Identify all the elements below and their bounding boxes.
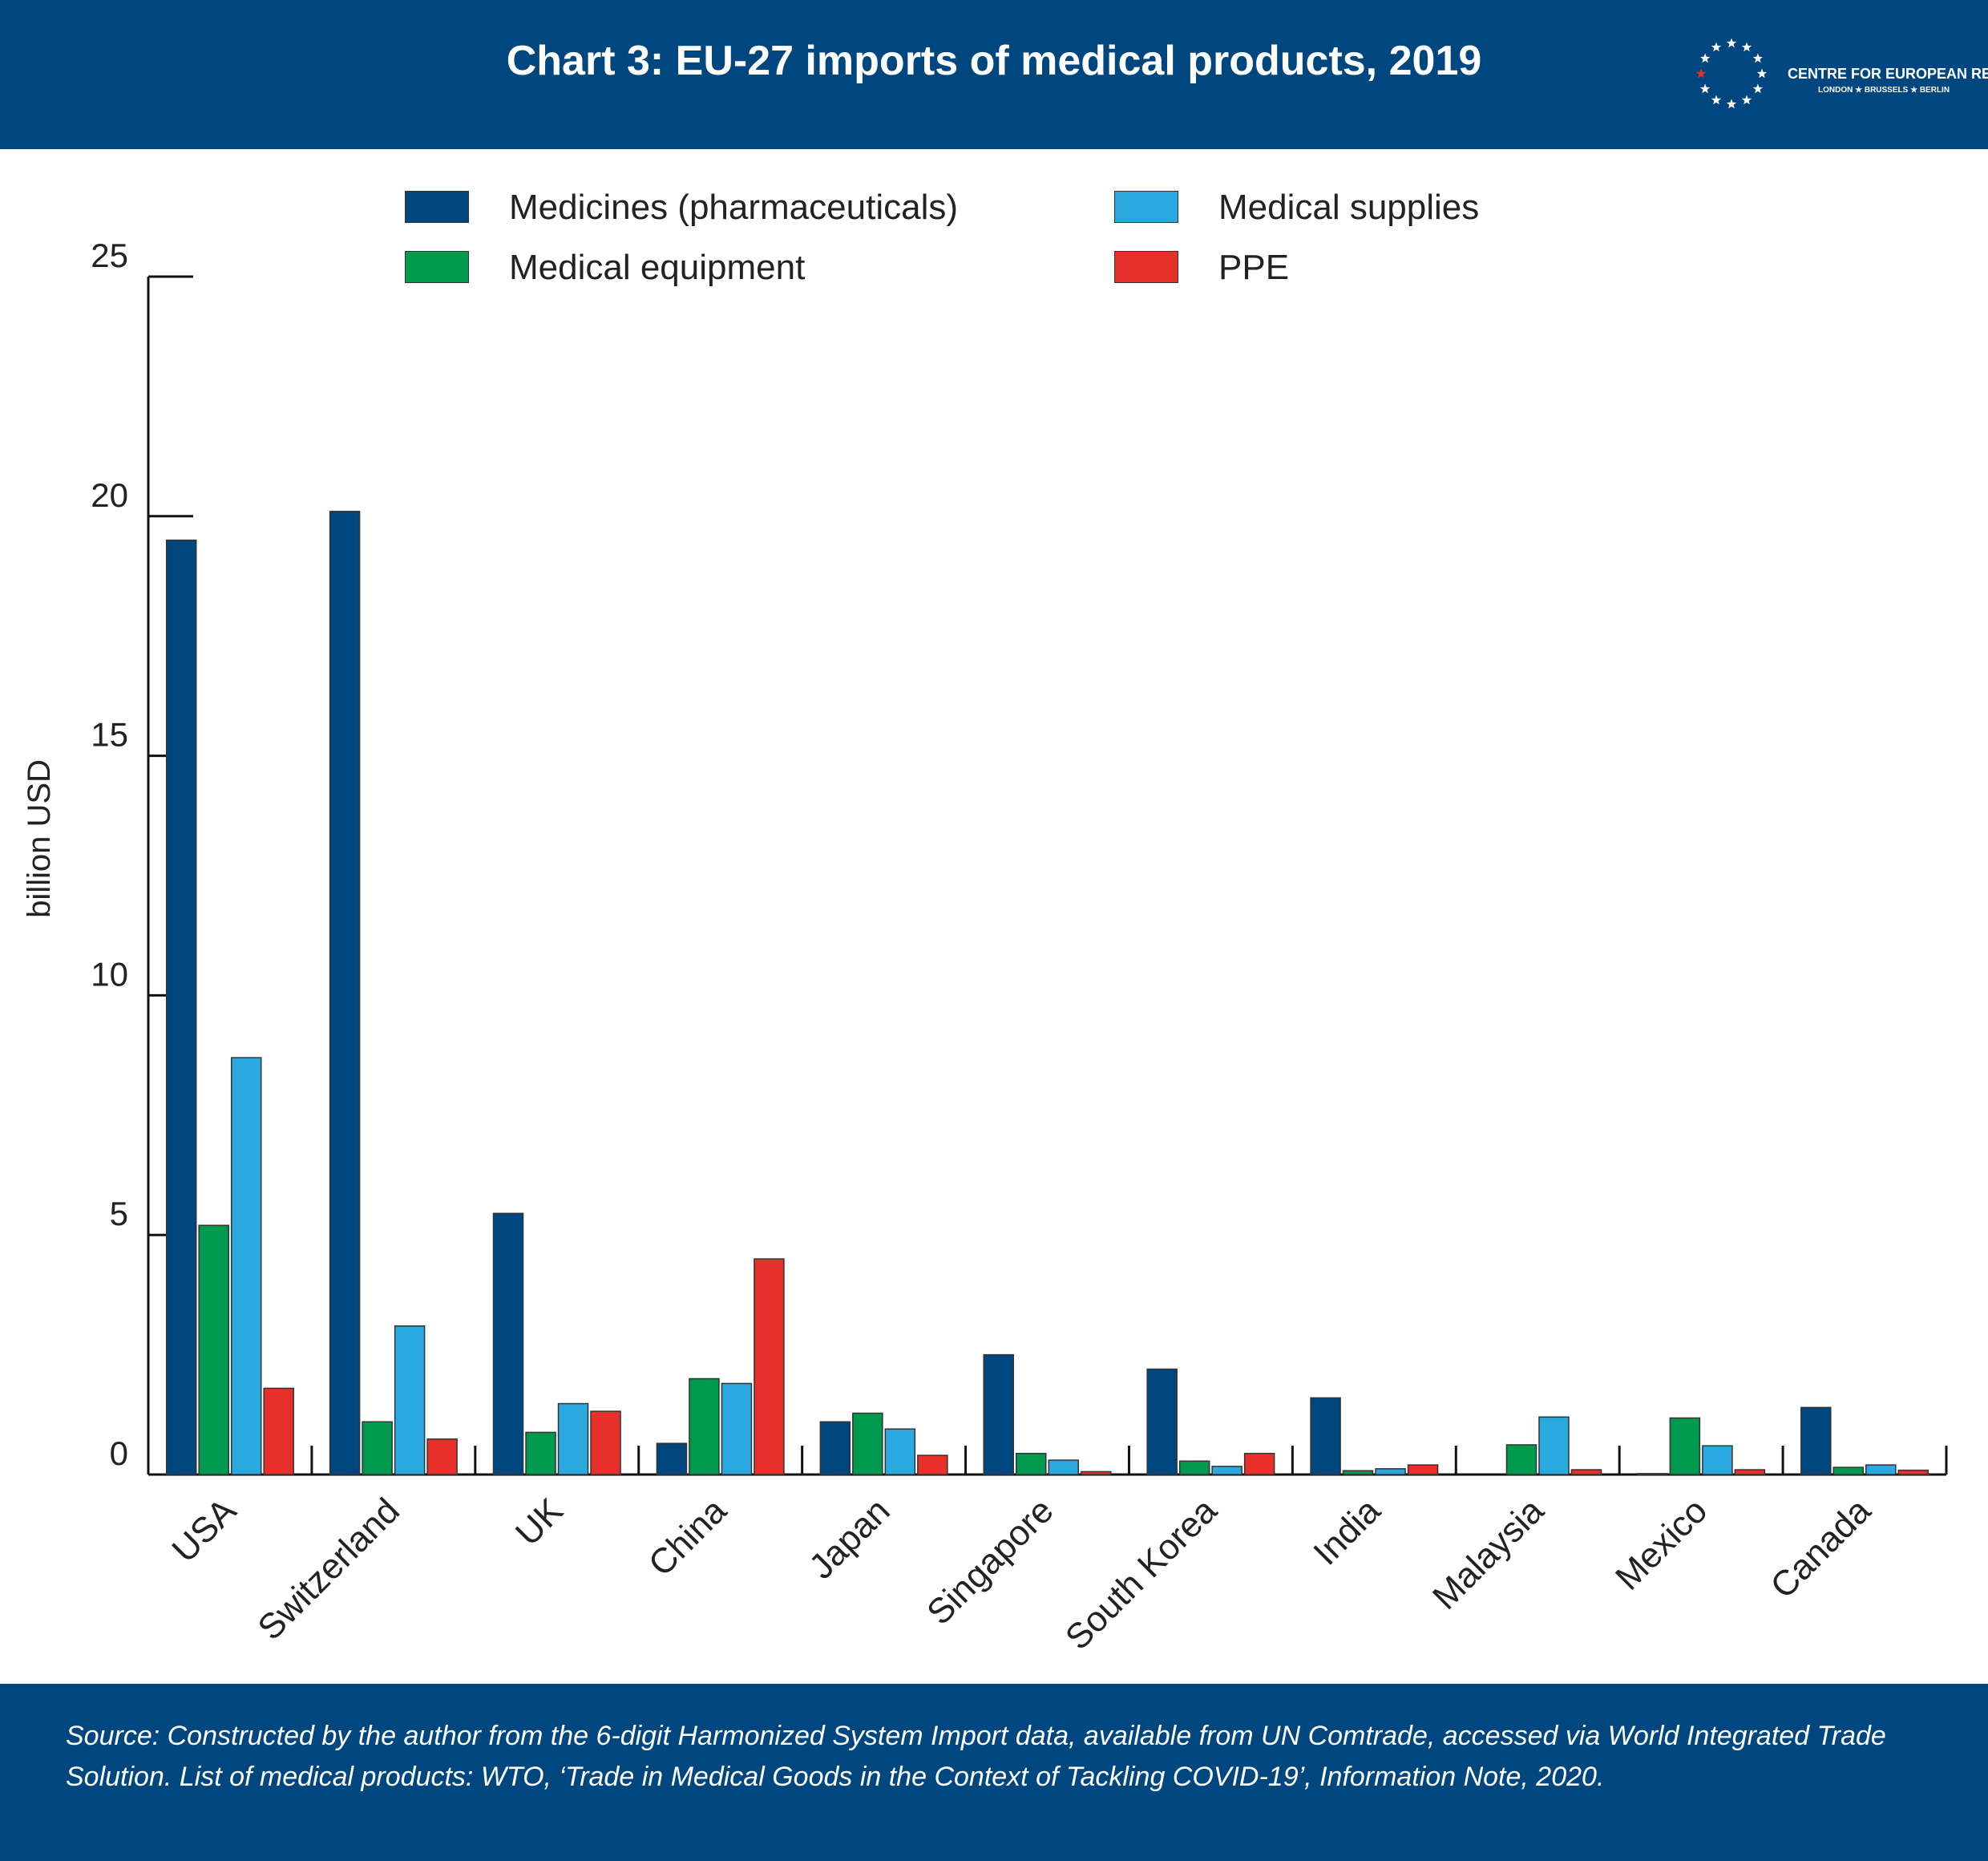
bar-medicines-pharmaceuticals-uk <box>492 1212 524 1475</box>
star-icon <box>1699 83 1711 94</box>
star-icon <box>1726 38 1737 48</box>
logo-name: CENTRE FOR EUROPEAN REFORM <box>1788 66 1988 82</box>
star-icon <box>1752 83 1764 94</box>
legend-swatch <box>1114 251 1178 283</box>
x-tick-label: USA <box>164 1491 244 1570</box>
y-tick-label: 0 <box>110 1434 128 1472</box>
bar-medicines-pharmaceuticals-china <box>656 1442 688 1475</box>
legend-swatch <box>405 251 469 283</box>
y-axis-label: billion USD <box>22 759 57 918</box>
bar-medical-supplies-south-korea <box>1211 1466 1242 1475</box>
bar-medicines-pharmaceuticals-japan <box>819 1421 851 1475</box>
star-icon <box>1711 42 1722 52</box>
bar-ppe-usa <box>263 1387 294 1475</box>
cer-logo: CENTRE FOR EUROPEAN REFORM LONDON ★ BRUS… <box>1683 32 1988 120</box>
bar-ppe-singapore <box>1081 1471 1112 1475</box>
legend-swatch <box>405 191 469 223</box>
y-tick-label: 20 <box>91 476 128 514</box>
bar-medicines-pharmaceuticals-mexico <box>1637 1473 1668 1475</box>
star-icon <box>1711 95 1722 105</box>
bar-medical-equipment-canada <box>1832 1467 1865 1475</box>
bar-ppe-japan <box>917 1454 948 1475</box>
source-note: Source: Constructed by the author from t… <box>66 1721 1886 1792</box>
bar-medical-supplies-uk <box>557 1402 589 1475</box>
x-tick-label: Switzerland <box>250 1491 406 1647</box>
bar-medical-equipment-mexico <box>1669 1417 1701 1475</box>
bar-medical-equipment-india <box>1342 1470 1374 1475</box>
bar-ppe-switzerland <box>426 1438 458 1475</box>
footer-banner: Source: Constructed by the author from t… <box>0 1684 1988 1861</box>
bar-medical-equipment-singapore <box>1016 1452 1047 1475</box>
star-circle-icon <box>1695 38 1768 109</box>
chart-axes <box>147 275 1948 1476</box>
y-tick-label: 10 <box>91 955 128 993</box>
legend-label: Medical supplies <box>1218 188 1480 227</box>
bar-ppe-canada <box>1897 1469 1929 1475</box>
bar-medical-supplies-mexico <box>1702 1445 1733 1475</box>
bar-ppe-china <box>754 1258 785 1475</box>
y-tick-label: 15 <box>91 716 128 754</box>
bar-ppe-malaysia <box>1570 1469 1602 1475</box>
bar-medicines-pharmaceuticals-canada <box>1800 1406 1832 1475</box>
x-tick-label: UK <box>508 1491 571 1553</box>
bar-medical-supplies-usa <box>230 1057 262 1475</box>
bar-medicines-pharmaceuticals-switzerland <box>329 511 361 1475</box>
bar-ppe-india <box>1407 1464 1439 1475</box>
bar-medical-supplies-switzerland <box>394 1325 426 1475</box>
star-icon <box>1756 68 1768 79</box>
y-tick-label: 25 <box>91 237 128 274</box>
chart-title: Chart 3: EU-27 imports of medical produc… <box>506 38 1482 84</box>
bar-medical-supplies-canada <box>1865 1464 1897 1475</box>
star-icon <box>1752 53 1764 63</box>
star-icon <box>1699 53 1711 63</box>
bar-medical-equipment-malaysia <box>1505 1444 1537 1475</box>
star-icon <box>1695 68 1707 79</box>
bar-medical-equipment-south-korea <box>1178 1460 1210 1475</box>
bar-medical-supplies-singapore <box>1048 1459 1079 1475</box>
star-icon <box>1741 42 1752 52</box>
bar-ppe-uk <box>590 1410 621 1475</box>
x-tick-label: Malaysia <box>1425 1491 1552 1617</box>
x-tick-label: China <box>641 1491 734 1584</box>
bar-medical-equipment-uk <box>525 1431 556 1475</box>
chart-bars <box>165 511 1929 1475</box>
bar-medical-equipment-china <box>689 1378 720 1475</box>
x-tick-label: Mexico <box>1608 1491 1715 1597</box>
bar-medical-equipment-usa <box>198 1224 229 1475</box>
header-banner: Chart 3: EU-27 imports of medical produc… <box>0 0 1988 149</box>
x-tick-label: Singapore <box>919 1491 1061 1632</box>
x-tick-label: South Korea <box>1058 1491 1225 1657</box>
x-tick-label: Japan <box>802 1491 897 1586</box>
bar-medical-supplies-japan <box>884 1428 916 1475</box>
star-icon <box>1741 95 1752 105</box>
y-tick-label: 5 <box>110 1195 128 1232</box>
logo-subtitle: LONDON ★ BRUSSELS ★ BERLIN <box>1818 86 1950 95</box>
legend-label: Medical equipment <box>509 248 806 287</box>
bar-ppe-south-korea <box>1243 1452 1275 1475</box>
legend-label: PPE <box>1218 248 1290 287</box>
bar-medicines-pharmaceuticals-south-korea <box>1146 1368 1178 1475</box>
bar-medicines-pharmaceuticals-usa <box>165 539 197 1475</box>
bar-medicines-pharmaceuticals-india <box>1310 1397 1341 1475</box>
bar-medical-supplies-china <box>721 1382 753 1475</box>
x-tick-label: Canada <box>1763 1491 1878 1606</box>
star-icon <box>1726 99 1737 109</box>
legend-swatch <box>1114 191 1178 223</box>
bar-medical-supplies-india <box>1375 1468 1406 1475</box>
bar-medical-equipment-switzerland <box>362 1421 393 1475</box>
x-tick-label: India <box>1306 1491 1388 1572</box>
bar-ppe-mexico <box>1734 1469 1766 1475</box>
bar-medicines-pharmaceuticals-singapore <box>983 1353 1014 1475</box>
bar-medical-equipment-japan <box>852 1412 883 1475</box>
bar-chart: 0 5 10 15 20 25 USA Switzerland UK China Japan Sing… <box>22 237 1948 1657</box>
bar-medical-supplies-malaysia <box>1538 1416 1570 1475</box>
legend-label: Medicines (pharmaceuticals) <box>509 188 958 227</box>
